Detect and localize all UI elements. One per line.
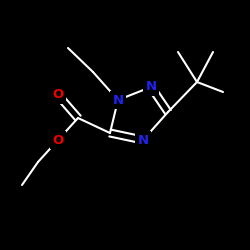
Text: N: N [112, 94, 124, 106]
Text: O: O [52, 134, 64, 146]
Text: N: N [138, 134, 148, 146]
Text: O: O [52, 88, 64, 102]
Text: N: N [146, 80, 156, 94]
